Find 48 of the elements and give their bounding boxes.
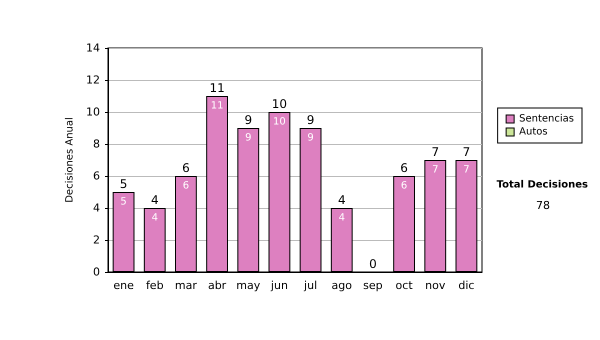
total-label: 10 (272, 97, 288, 111)
y-tick-label: 12 (86, 74, 100, 86)
total-label: 4 (150, 193, 159, 207)
x-tick-label: abr (208, 279, 227, 292)
x-tick-label: sep (363, 279, 383, 292)
total-label: 7 (462, 145, 470, 159)
y-tick-label: 8 (93, 138, 100, 150)
total-label: 0 (369, 257, 377, 271)
data-label: 10 (273, 116, 286, 128)
data-label: 6 (182, 180, 190, 192)
y-axis-title: Decisiones Anual (64, 117, 76, 203)
data-label: 9 (307, 132, 314, 144)
y-tick-label: 0 (93, 266, 100, 278)
x-tick-label: jul (303, 279, 318, 292)
data-label: 4 (152, 212, 158, 224)
legend-label: Sentencias (519, 114, 574, 124)
x-tick-label: may (236, 279, 261, 292)
text: 78 (536, 199, 550, 212)
x-tick-label: feb (146, 279, 164, 292)
x-tick-label: ago (332, 279, 352, 292)
x-tick-label: oct (396, 279, 414, 292)
total-label: 9 (244, 113, 252, 127)
x-tick-label: jun (270, 279, 288, 292)
y-tick-label: 6 (93, 170, 100, 182)
data-label: 7 (463, 164, 470, 176)
data-label: 6 (400, 180, 408, 192)
total-label: 9 (306, 113, 314, 127)
total-label: 11 (209, 81, 225, 95)
text: Total Decisiones (496, 180, 588, 190)
y-tick-label: 14 (86, 42, 100, 54)
total-label: 4 (338, 193, 346, 207)
data-label: 9 (245, 132, 252, 144)
y-tick-label: 2 (93, 234, 100, 246)
data-label: 7 (432, 164, 438, 176)
total-label: 6 (182, 161, 190, 175)
total-label: 5 (120, 177, 128, 191)
total-label: 7 (431, 145, 440, 159)
legend-label: Autos (519, 126, 548, 138)
data-label: 5 (120, 196, 127, 208)
x-tick-label: ene (113, 279, 134, 292)
x-tick-label: mar (174, 279, 198, 292)
data-label: 4 (338, 212, 345, 224)
x-tick-label: dic (458, 279, 474, 292)
y-tick-label: 10 (86, 106, 100, 118)
x-tick-label: nov (425, 279, 446, 292)
y-tick-label: 4 (93, 202, 100, 214)
data-label: 11 (210, 100, 224, 112)
total-label: 6 (400, 161, 408, 175)
